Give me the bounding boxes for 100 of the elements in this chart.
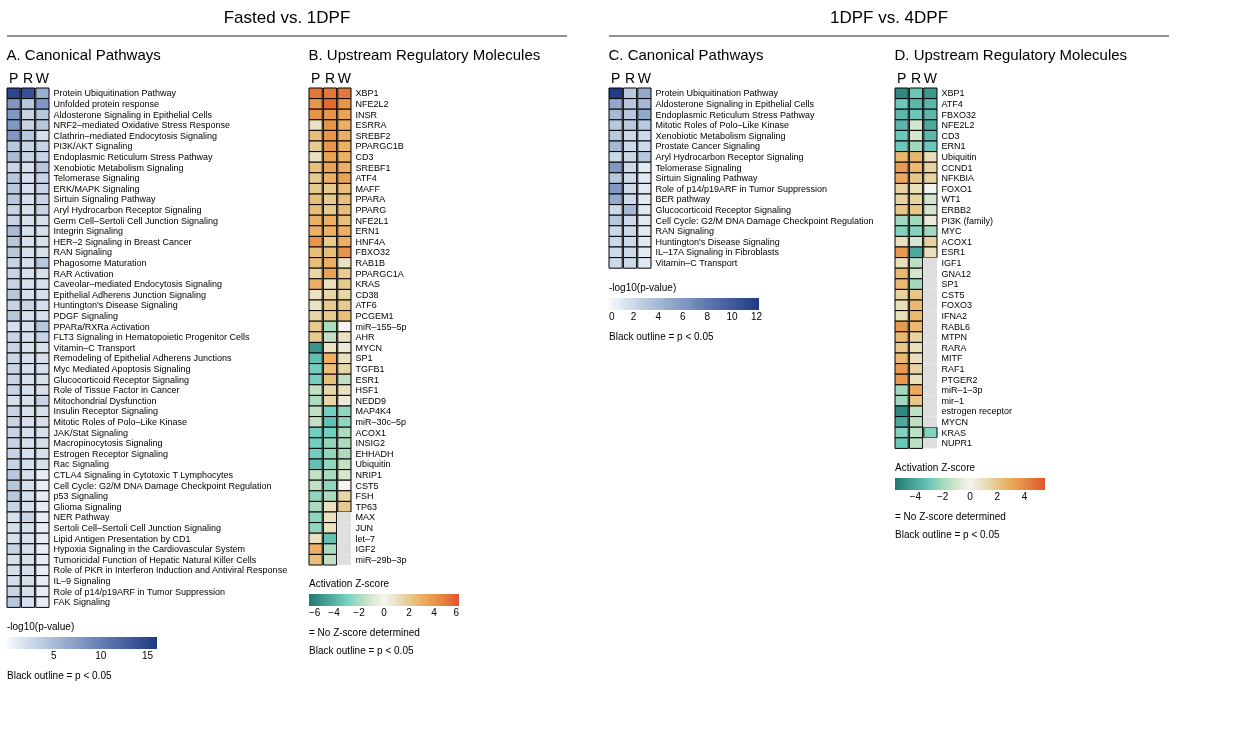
y-tick-label: Insulin Receptor Signaling	[53, 406, 159, 417]
y-tick-label: ERN1	[941, 141, 966, 152]
y-tick-label: EHHADH	[355, 448, 394, 459]
y-tick-label: IFNA2	[941, 310, 968, 321]
y-tick-label: PI3K/AKT Signaling	[53, 141, 133, 152]
y-tick-label: Aryl Hydrocarbon Receptor Signaling	[53, 204, 202, 215]
y-tick-label: MTPN	[941, 332, 967, 343]
y-tick-label: FOXO3	[941, 300, 973, 311]
color-bar-title: -log10(p-value)	[609, 282, 677, 293]
y-tick-label: ESRRA	[355, 120, 387, 131]
y-tick-label: XBP1	[941, 88, 965, 99]
y-tick-label: TP63	[355, 501, 378, 512]
y-tick-label: JAK/Stat Signaling	[53, 427, 129, 438]
y-tick-label: NEDD9	[355, 395, 387, 406]
y-tick-label: NFE2L2	[355, 98, 389, 109]
y-tick-label: Aldosterone Signaling in Epithelial Cells	[655, 98, 815, 109]
y-tick-label: PTGER2	[941, 374, 978, 385]
y-tick-label: PPARG	[355, 204, 387, 215]
y-tick-label: PPARGC1B	[355, 141, 404, 152]
y-tick-label: MYCN	[941, 416, 968, 427]
y-tick-label: RABL6	[941, 321, 971, 332]
y-tick-label: Huntington's Disease Signaling	[53, 300, 178, 311]
y-tick-label: Lipid Antigen Presentation by CD1	[53, 533, 191, 544]
y-tick-label: RAR Activation	[53, 268, 114, 279]
y-tick-label: CST5	[355, 480, 379, 491]
y-tick-label: NER Pathway	[53, 512, 111, 523]
y-tick-label: ACOX1	[355, 427, 387, 438]
y-tick-label: miR–29b–3p	[355, 554, 407, 565]
y-tick-label: Prostate Cancer Signaling	[655, 141, 761, 152]
color-bar-label: 12	[750, 311, 763, 322]
y-tick-label: Role of PKR in Interferon Induction and Antiviral Response	[53, 565, 288, 576]
y-tick-label: Ubiquitin	[355, 459, 391, 470]
y-tick-label: IL–17A Signaling in Fibroblasts	[655, 247, 780, 258]
y-tick-label: RAF1	[941, 363, 965, 374]
y-tick-label: RAN Signaling	[655, 226, 715, 237]
y-tick-label: ERBB2	[941, 204, 972, 215]
text: = No Z-score determined	[309, 627, 420, 638]
y-tick-label: PDGF Signaling	[53, 310, 119, 321]
y-tick-label: SP1	[355, 353, 373, 364]
color-bar-label: −2	[937, 491, 949, 502]
y-tick-label: SP1	[941, 279, 959, 290]
y-tick-label: Myc Mediated Apoptosis Signaling	[53, 363, 191, 374]
y-tick-label: MAFF	[355, 183, 381, 194]
y-tick-label: Epithelial Adherens Junction Signaling	[53, 289, 207, 300]
y-tick-label: Hypoxia Signaling in the Cardiovascular System	[53, 544, 246, 555]
color-bar-label: 6	[453, 607, 460, 618]
y-tick-label: Endoplasmic Reticulum Stress Pathway	[655, 109, 816, 120]
y-tick-label: Cell Cycle: G2/M DNA Damage Checkpoint Regulation	[655, 215, 874, 226]
y-tick-label: Sertoli Cell–Sertoli Cell Junction Signaling	[53, 522, 222, 533]
y-tick-label: ATF6	[355, 300, 377, 311]
y-tick-label: Germ Cell–Sertoli Cell Junction Signaling	[53, 215, 219, 226]
y-tick-label: Tumoricidal Function of Hepatic Natural Killer Cells	[53, 554, 257, 565]
y-tick-label: Unfolded protein response	[53, 98, 160, 109]
y-tick-label: MITF	[941, 353, 963, 364]
y-tick-label: PPARa/RXRa Activation	[53, 321, 150, 332]
x-tick-label: P	[310, 69, 321, 86]
text: 1DPF vs. 4DPF	[829, 8, 949, 27]
color-bar-title: Activation Z-score	[309, 578, 390, 589]
x-tick-label: R	[624, 69, 636, 86]
color-bar-label: −6	[309, 607, 321, 618]
y-tick-label: CD38	[355, 289, 379, 300]
y-tick-label: ESR1	[355, 374, 380, 385]
y-tick-label: CST5	[941, 289, 965, 300]
y-tick-label: MYC	[941, 226, 962, 237]
x-tick-label: P	[8, 69, 19, 86]
y-tick-label: PI3K (family)	[941, 215, 994, 226]
y-tick-label: NRIP1	[355, 469, 383, 480]
y-tick-label: Telomerase Signaling	[655, 162, 742, 173]
y-tick-label: Aryl Hydrocarbon Receptor Signaling	[655, 151, 804, 162]
text: B. Upstream Regulatory Molecules	[308, 46, 541, 63]
y-tick-label: Protein Ubiquitination Pathway	[655, 88, 779, 99]
color-bar-label: 4	[431, 607, 438, 618]
text: D. Upstream Regulatory Molecules	[894, 46, 1128, 63]
y-tick-label: GNA12	[941, 268, 972, 279]
color-bar-label: −2	[353, 607, 366, 618]
color-bar-label: 4	[655, 311, 662, 322]
y-tick-label: miR–1–3p	[941, 385, 983, 396]
text: A. Canonical Pathways	[6, 46, 161, 63]
y-tick-label: CTLA4 Signaling in Cytotoxic T Lymphocytes	[53, 469, 234, 480]
y-tick-label: Rac Signaling	[53, 459, 110, 470]
y-tick-label: PCGEM1	[355, 310, 394, 321]
y-tick-label: TGFB1	[355, 363, 385, 374]
y-tick-label: Phagosome Maturation	[53, 257, 147, 268]
x-tick-label: R	[910, 69, 922, 86]
y-tick-label: ERK/MAPK Signaling	[53, 183, 140, 194]
y-tick-label: Glucocorticoid Receptor Signaling	[655, 204, 792, 215]
y-tick-label: RAB1B	[355, 257, 386, 268]
y-tick-label: Xenobiotic Metabolism Signaling	[53, 162, 184, 173]
y-tick-label: NFKBIA	[941, 173, 975, 184]
color-bar-label: 0	[967, 491, 974, 502]
x-tick-label: P	[610, 69, 621, 86]
y-tick-label: FSH	[355, 491, 374, 502]
y-tick-label: Clathrin–mediated Endocytosis Signaling	[53, 130, 218, 141]
y-tick-label: p53 Signaling	[53, 491, 109, 502]
color-bar-label: 0	[381, 607, 388, 618]
x-tick-label: W	[923, 69, 938, 86]
x-tick-label: W	[637, 69, 652, 86]
y-tick-label: KRAS	[355, 279, 381, 290]
y-tick-label: IGF2	[355, 544, 376, 555]
color-bar-label: 15	[142, 650, 154, 661]
